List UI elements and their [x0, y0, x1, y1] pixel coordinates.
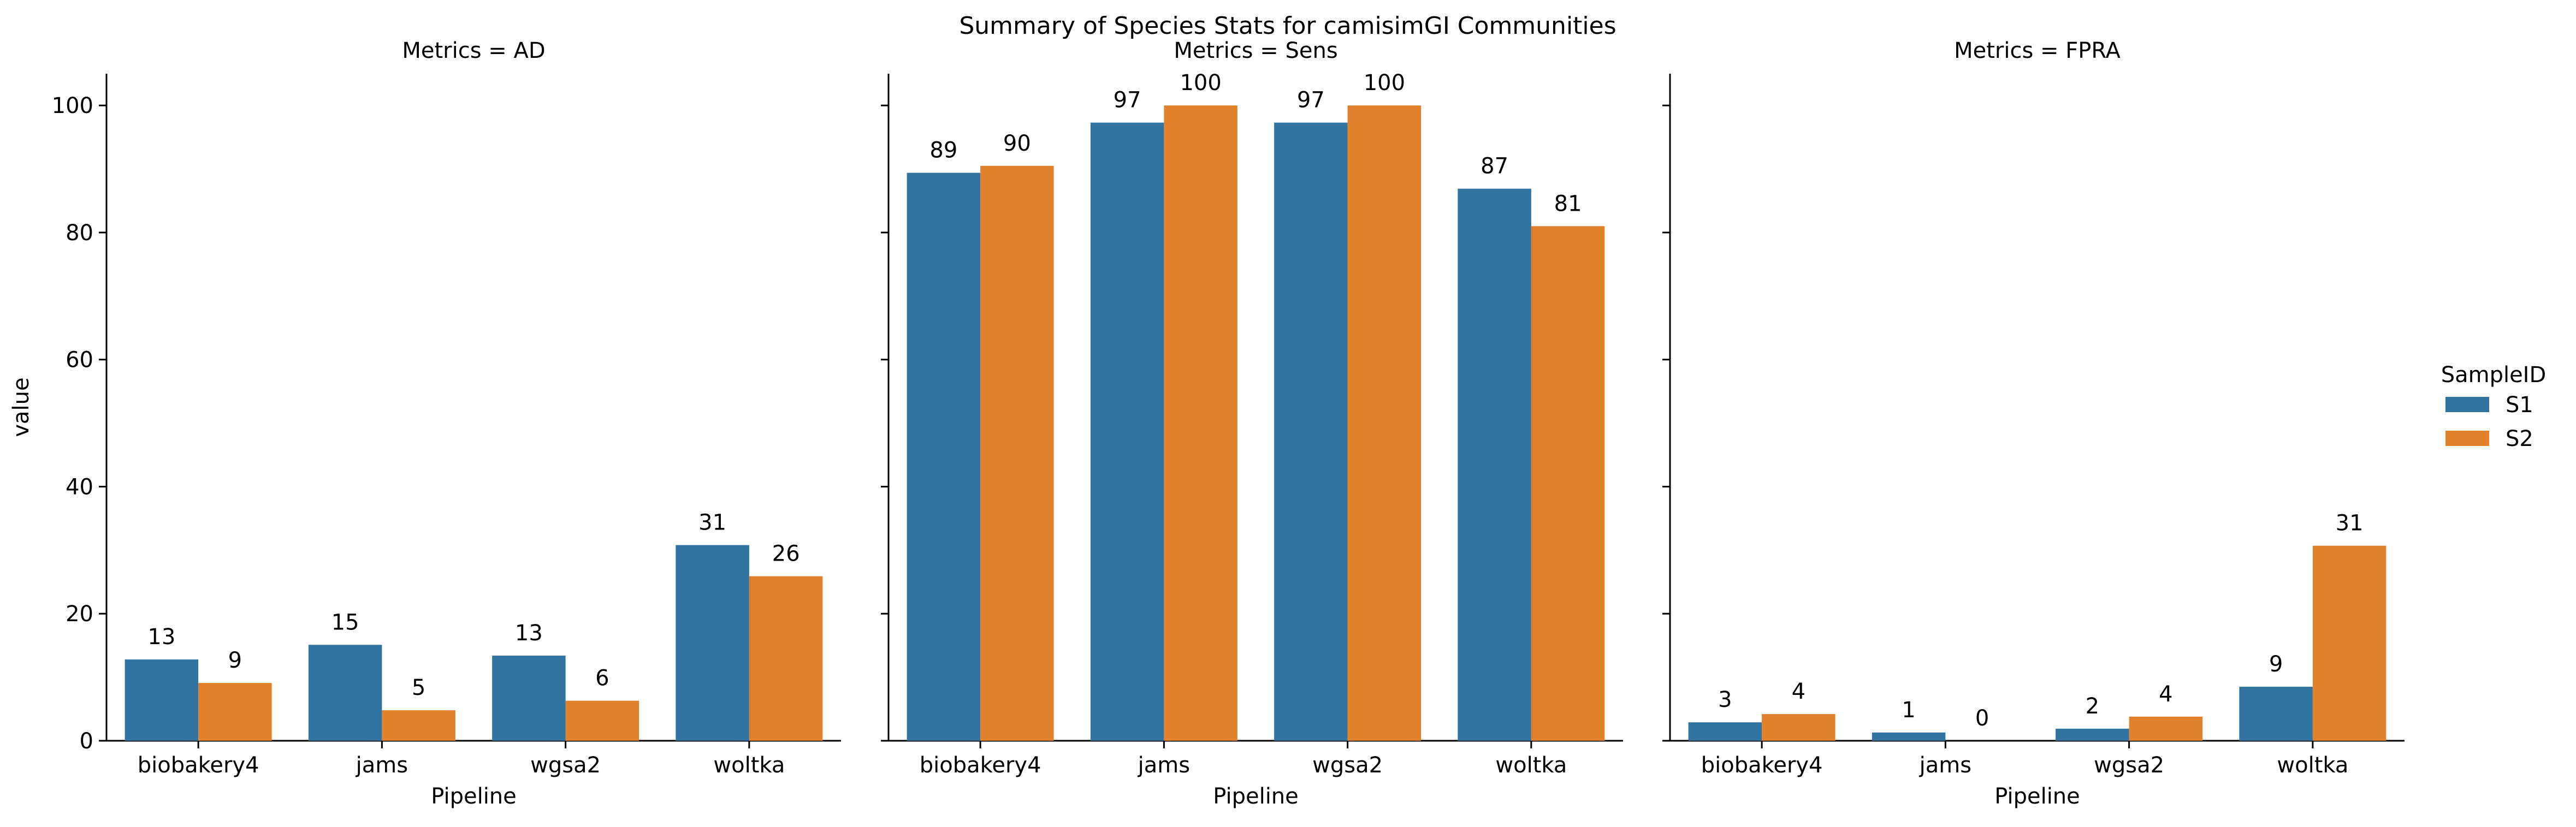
bar-data-label: 4 — [1792, 679, 1805, 704]
bar-s1 — [2056, 728, 2129, 741]
bar-data-label: 90 — [1003, 131, 1031, 156]
bar-s1 — [907, 172, 981, 741]
panel-title: Metrics = FPRA — [1954, 38, 2121, 63]
bar-s2 — [1164, 105, 1237, 741]
legend-entry-label: S1 — [2506, 392, 2533, 418]
bar-s1 — [492, 656, 566, 741]
bar-data-label: 100 — [1364, 70, 1405, 96]
x-tick-label: woltka — [713, 753, 785, 778]
bar-s2 — [749, 576, 823, 741]
bar-data-label: 100 — [1180, 70, 1221, 96]
x-axis-label: Pipeline — [1213, 784, 1299, 809]
bar-s1 — [1274, 122, 1348, 741]
x-tick-label: wgsa2 — [530, 753, 601, 778]
bar-data-label: 89 — [929, 138, 957, 163]
bar-s1 — [1872, 732, 1946, 741]
bar-data-label: 31 — [2336, 511, 2364, 536]
bar-data-label: 4 — [2159, 682, 2172, 707]
y-tick-label: 60 — [66, 348, 93, 373]
panel-title: Metrics = Sens — [1174, 38, 1337, 63]
x-tick-label: woltka — [1495, 753, 1567, 778]
x-tick-label: wgsa2 — [1312, 753, 1383, 778]
bar-data-label: 81 — [1554, 191, 1582, 216]
legend-entry-label: S2 — [2506, 426, 2533, 451]
x-tick-label: jams — [1919, 753, 1971, 778]
bar-s1 — [1458, 188, 1531, 741]
x-tick-label: biobakery4 — [138, 753, 259, 778]
bar-s1 — [1090, 122, 1164, 741]
bar-data-label: 9 — [228, 648, 242, 673]
bar-data-label: 9 — [2269, 652, 2283, 677]
panel-title: Metrics = AD — [402, 38, 545, 63]
bar-data-label: 6 — [595, 666, 609, 691]
y-tick-label: 100 — [52, 93, 93, 118]
y-axis-label: value — [9, 377, 34, 437]
chart-title: Summary of Species Stats for camisimGI C… — [959, 12, 1616, 40]
bar-s2 — [1347, 105, 1422, 741]
bar-s2 — [565, 700, 639, 741]
bar-s2 — [382, 710, 455, 741]
x-tick-label: biobakery4 — [920, 753, 1041, 778]
bar-s1 — [1688, 722, 1762, 741]
bar-s2 — [1531, 226, 1605, 741]
legend-title: SampleID — [2441, 362, 2547, 388]
y-tick-label: 20 — [66, 602, 93, 627]
legend-swatch-s2 — [2445, 431, 2489, 446]
bar-data-label: 97 — [1297, 88, 1325, 113]
x-axis-label: Pipeline — [1994, 784, 2080, 809]
x-axis-label: Pipeline — [431, 784, 517, 809]
x-tick-label: woltka — [2277, 753, 2348, 778]
bar-s1 — [308, 645, 382, 741]
bar-s2 — [980, 165, 1054, 741]
bar-data-label: 13 — [515, 621, 543, 646]
bar-s2 — [2129, 716, 2203, 741]
bar-data-label: 0 — [1975, 706, 1989, 731]
bar-s1 — [2239, 687, 2313, 741]
bar-data-label: 2 — [2086, 694, 2099, 719]
bar-s1 — [125, 659, 199, 741]
bar-data-label: 5 — [412, 675, 425, 700]
x-tick-label: wgsa2 — [2094, 753, 2164, 778]
bar-data-label: 97 — [1114, 88, 1141, 113]
x-tick-label: jams — [356, 753, 408, 778]
x-tick-label: jams — [1138, 753, 1190, 778]
bar-s2 — [198, 683, 272, 741]
bar-data-label: 1 — [1902, 698, 1915, 723]
bar-s2 — [2312, 545, 2386, 741]
bar-data-label: 87 — [1481, 154, 1508, 179]
bar-data-label: 15 — [331, 610, 359, 635]
bar-data-label: 31 — [698, 510, 726, 536]
legend-swatch-s1 — [2445, 397, 2489, 412]
bar-data-label: 13 — [147, 624, 175, 650]
y-tick-label: 0 — [80, 729, 93, 754]
x-tick-label: biobakery4 — [1701, 753, 1823, 778]
y-tick-label: 40 — [66, 474, 93, 499]
y-tick-label: 80 — [66, 221, 93, 246]
bar-s2 — [1762, 714, 1835, 741]
bar-data-label: 26 — [772, 542, 800, 567]
bar-data-label: 3 — [1718, 687, 1732, 712]
bar-s1 — [676, 545, 749, 741]
